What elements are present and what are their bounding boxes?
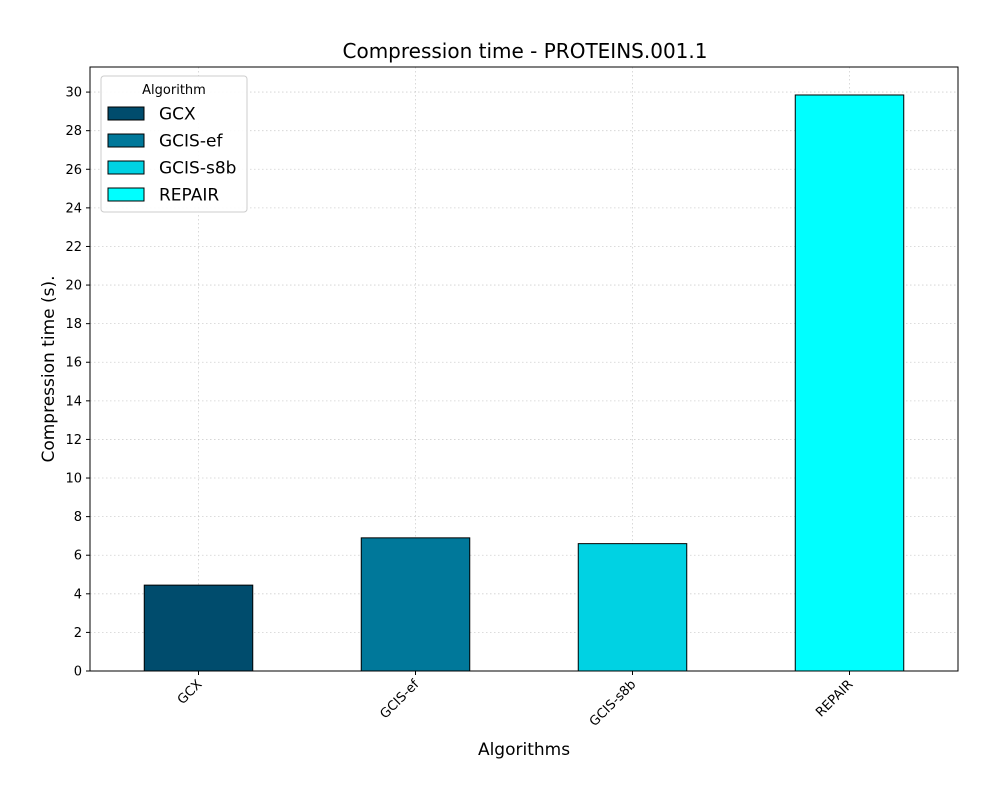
- y-tick-label: 14: [65, 394, 82, 409]
- y-tick-label: 24: [65, 201, 82, 216]
- bars: [143, 94, 905, 672]
- y-tick-label: 0: [74, 665, 82, 680]
- bar-gcx: [143, 584, 254, 672]
- y-tick-label: 30: [65, 86, 82, 101]
- y-tick-label: 2: [74, 626, 82, 641]
- x-axis-label: Algorithms: [478, 740, 570, 760]
- y-tick-label: 10: [65, 472, 82, 487]
- legend-label: GCX: [159, 105, 196, 125]
- chart-title: Compression time - PROTEINS.001.1: [343, 39, 708, 63]
- y-tick-label: 6: [74, 549, 82, 564]
- bar-repair: [794, 94, 905, 672]
- legend-label: GCIS-s8b: [159, 159, 236, 179]
- y-tick-label: 26: [65, 163, 82, 178]
- x-tick-label: GCIS-ef: [377, 677, 422, 722]
- legend-label: GCIS-ef: [159, 132, 223, 152]
- bar-gcis-s8b: [577, 543, 688, 672]
- legend-title: Algorithm: [142, 83, 206, 98]
- legend-label: REPAIR: [159, 186, 219, 206]
- y-tick-label: 22: [65, 240, 82, 255]
- y-tick-label: 8: [74, 510, 82, 525]
- x-axis-ticks: GCX GCIS-ef GCIS-s8b REPAIR: [175, 671, 856, 730]
- x-tick-label: GCIS-s8b: [587, 677, 639, 729]
- x-tick-label: REPAIR: [813, 677, 856, 720]
- plot-frame: [89, 66, 959, 672]
- y-tick-label: 28: [65, 124, 82, 139]
- bar-gcis-ef: [360, 537, 471, 672]
- legend-swatch-repair: [107, 187, 145, 202]
- y-tick-label: 18: [65, 317, 82, 332]
- y-axis-label: Compression time (s).: [39, 275, 59, 462]
- y-tick-label: 4: [74, 587, 82, 602]
- legend-swatch-gcis-s8b: [107, 160, 145, 175]
- legend-swatch-gcis-ef: [107, 133, 145, 148]
- y-tick-label: 12: [65, 433, 82, 448]
- y-tick-label: 16: [65, 356, 82, 371]
- legend: Algorithm GCX GCIS-ef GCIS-s8b REPAIR: [100, 75, 248, 213]
- x-tick-label: GCX: [175, 677, 206, 708]
- y-tick-label: 20: [65, 279, 82, 294]
- legend-swatch-gcx: [107, 106, 145, 121]
